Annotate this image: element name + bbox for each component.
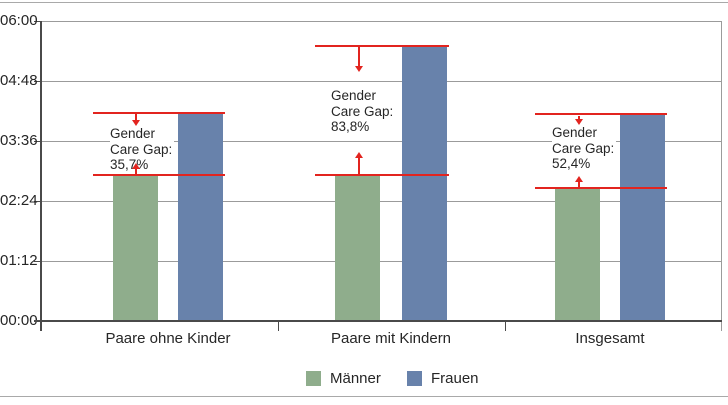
plot-right-border xyxy=(721,21,722,331)
y-axis-tick xyxy=(34,201,41,202)
y-tick-label: 06:00 xyxy=(0,12,38,29)
category-label: Paare ohne Kinder xyxy=(105,330,231,347)
gap-line-maenner xyxy=(93,174,225,176)
gap-annotation-line: Gender xyxy=(552,125,598,140)
gap-arrow-down xyxy=(135,114,137,121)
gap-arrow-down-head xyxy=(575,119,583,125)
gap-annotation-line: Care Gap: xyxy=(552,140,615,156)
gap-annotation-line: Care Gap: xyxy=(331,103,394,119)
y-gridline xyxy=(41,261,721,262)
gap-arrow-up xyxy=(135,168,137,175)
y-axis-tick xyxy=(34,81,41,82)
gap-annotation: Gender Care Gap: 83,8% xyxy=(331,88,396,135)
category-label: Insgesamt xyxy=(575,330,645,347)
bar-maenner xyxy=(335,175,380,321)
gap-arrow-down-head xyxy=(132,120,140,126)
gap-annotation-line: Care Gap: xyxy=(110,141,173,157)
figure-top-border xyxy=(0,2,728,3)
x-axis-line xyxy=(34,320,722,322)
y-tick-label: 04:48 xyxy=(0,72,38,89)
y-axis-tick xyxy=(34,141,41,142)
category-label: Paare mit Kindern xyxy=(330,330,452,347)
figure-bottom-border xyxy=(0,396,728,397)
y-tick-label: 03:36 xyxy=(0,132,38,149)
gap-annotation-line: 83,8% xyxy=(331,119,370,134)
category-separator-tick xyxy=(505,322,506,331)
gap-annotation-line: 35,7% xyxy=(110,157,149,172)
bar-frauen xyxy=(402,46,447,321)
gap-arrow-up-head xyxy=(575,176,583,182)
legend-label-frauen: Frauen xyxy=(431,370,479,387)
bar-maenner xyxy=(555,188,600,321)
y-axis-tick xyxy=(34,21,41,22)
y-gridline xyxy=(41,141,721,142)
y-tick-label: 01:12 xyxy=(0,252,38,269)
gap-line-maenner xyxy=(535,187,667,189)
y-axis-line xyxy=(40,21,42,331)
y-tick-label: 02:24 xyxy=(0,192,38,209)
gap-line-frauen xyxy=(93,112,225,114)
gap-line-frauen xyxy=(315,45,449,47)
gap-arrow-up-head xyxy=(355,152,363,158)
gap-line-frauen xyxy=(535,113,667,115)
gap-arrow-down-head xyxy=(355,66,363,72)
category-separator-tick xyxy=(278,322,279,331)
legend-label-maenner: Männer xyxy=(330,370,381,387)
gap-line-maenner xyxy=(315,174,449,176)
gap-annotation: Gender Care Gap: 35,7% xyxy=(110,126,175,173)
bar-frauen xyxy=(178,113,223,321)
y-axis-tick xyxy=(34,261,41,262)
y-gridline xyxy=(41,21,721,22)
bar-frauen xyxy=(620,114,665,321)
y-gridline xyxy=(41,81,721,82)
gap-arrow-down xyxy=(358,47,360,67)
gap-annotation-line: Gender xyxy=(110,126,156,141)
gap-annotation-line: Gender xyxy=(331,88,377,103)
legend-swatch-maenner xyxy=(306,371,321,386)
bar-maenner xyxy=(113,175,158,321)
gap-annotation-line: 52,4% xyxy=(552,156,591,171)
gap-arrow-up xyxy=(358,157,360,175)
gap-arrow-down xyxy=(578,116,580,120)
gap-arrow-up xyxy=(578,181,580,187)
legend-swatch-frauen xyxy=(407,371,422,386)
gap-arrow-up-head xyxy=(132,163,140,169)
y-tick-label: 00:00 xyxy=(0,312,38,329)
gap-annotation: Gender Care Gap: 52,4% xyxy=(552,125,617,172)
y-gridline xyxy=(41,201,721,202)
